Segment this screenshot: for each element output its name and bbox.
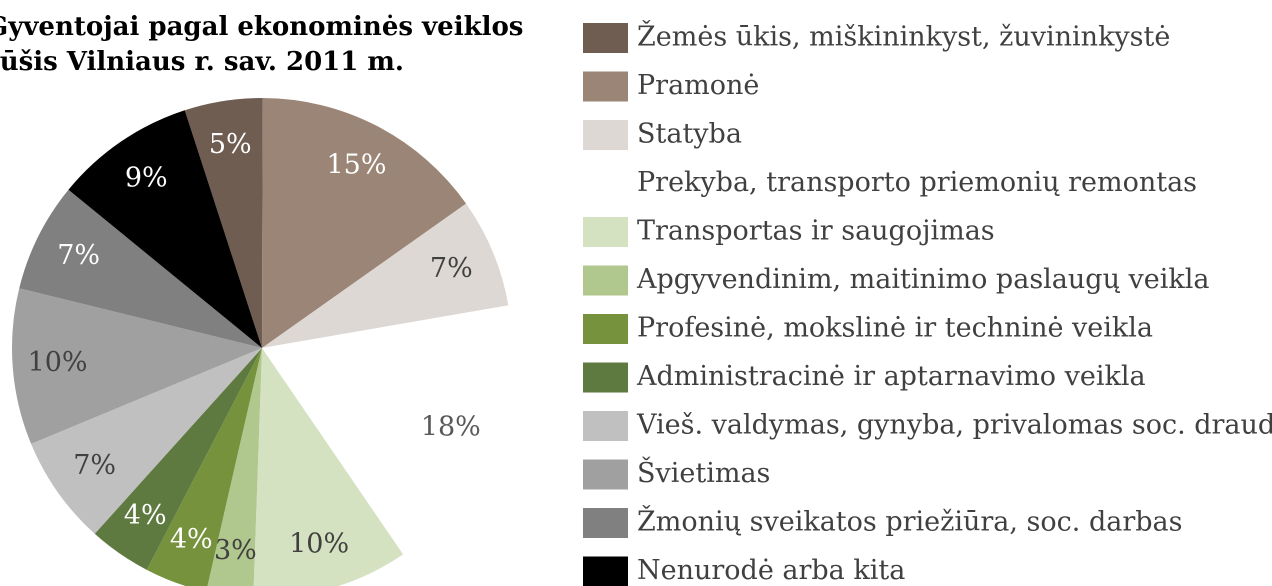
- legend-swatch: [583, 71, 628, 102]
- pie-slice: [68, 110, 262, 348]
- chart-title: Gyventojai pagal ekonominės veiklos rūši…: [0, 12, 524, 77]
- pie-slice: [146, 348, 262, 586]
- data-label: 7%: [430, 253, 473, 284]
- pie-slice: [31, 348, 262, 534]
- data-label: 15%: [327, 150, 387, 181]
- legend-label: Administracinė ir aptarnavimo veikla: [636, 361, 1146, 392]
- data-label: 10%: [289, 528, 349, 559]
- legend-label: Nenurodė arba kita: [637, 555, 905, 586]
- legend-label: Prekyba, transporto priemonių remontas: [637, 167, 1197, 198]
- legend-swatch: [583, 120, 628, 150]
- pie-slice: [253, 348, 404, 586]
- pie-slice: [94, 348, 262, 570]
- legend-label: Pramonė: [637, 70, 759, 101]
- legend-label: Profesinė, mokslinė ir techninė veikla: [637, 313, 1153, 344]
- legend-swatch: [583, 314, 628, 344]
- pie-slice: [262, 305, 513, 555]
- legend-swatch: [583, 23, 628, 53]
- pie-slice: [11, 288, 263, 444]
- legend-swatch: [583, 362, 628, 393]
- legend-label: Švietimas: [637, 455, 770, 489]
- legend-swatch: [583, 217, 628, 247]
- data-label: 4%: [124, 500, 167, 531]
- data-label: 4%: [170, 524, 213, 555]
- pie-slice: [19, 189, 262, 348]
- legend-label: Žemės ūkis, miškininkyst, žuvininkystė: [637, 20, 1170, 53]
- data-label: 7%: [73, 450, 116, 481]
- legend-label: Apgyvendinim, maitinimo paslaugų veikla: [636, 264, 1210, 295]
- legend-label: Žmonių sveikatos priežiūra, soc. darbas: [637, 505, 1182, 538]
- legend-label: Statyba: [637, 119, 742, 150]
- legend-swatch: [583, 265, 628, 296]
- pie-slice: [184, 98, 263, 348]
- legend-label: Vieš. valdymas, gynyba, privalomas soc. …: [636, 410, 1272, 441]
- legend-label: Transportas ir saugojimas: [637, 216, 995, 247]
- legend-swatch: [583, 508, 628, 538]
- legend-swatch: [583, 168, 628, 199]
- pie-slice: [262, 203, 509, 348]
- legend-swatch: [583, 459, 628, 490]
- data-label: 3%: [214, 535, 257, 566]
- data-label: 9%: [125, 162, 168, 193]
- legend-swatch: [583, 556, 628, 586]
- data-label: 18%: [421, 411, 481, 442]
- data-label: 5%: [209, 129, 252, 160]
- pie-slice: [207, 348, 262, 586]
- pie-slice: [262, 98, 467, 349]
- data-label: 10%: [28, 347, 88, 378]
- legend-swatch: [583, 411, 628, 441]
- data-label: 7%: [57, 240, 100, 271]
